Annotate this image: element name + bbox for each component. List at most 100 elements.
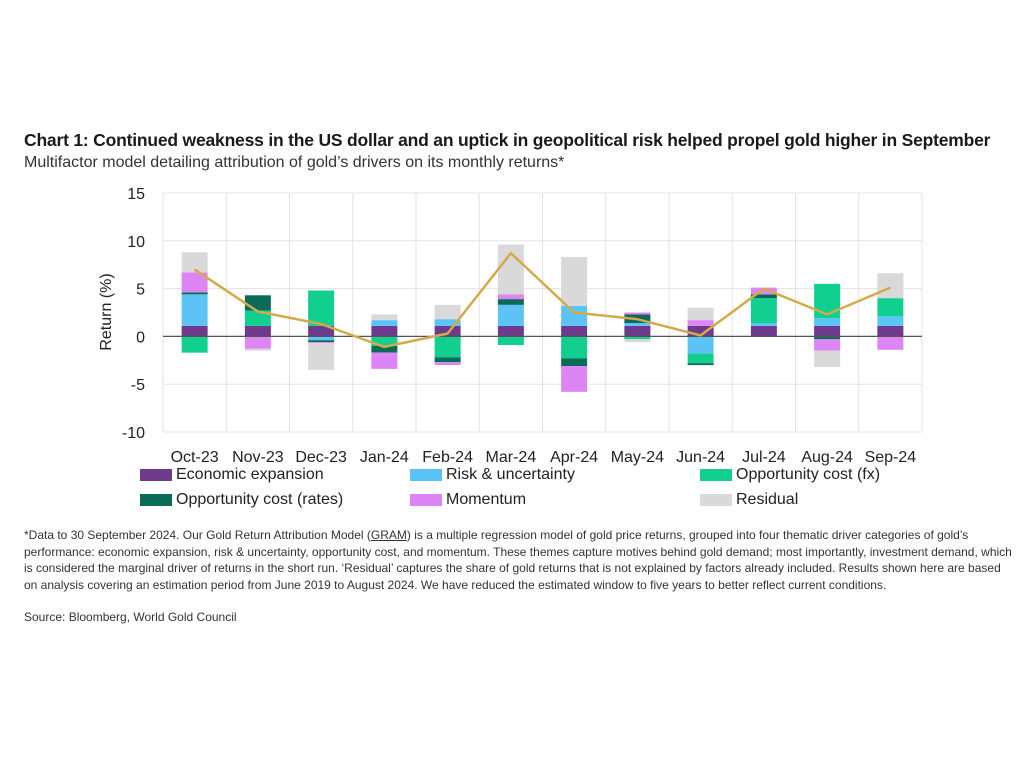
legend-item-economic-expansion: Economic expansion xyxy=(140,466,324,484)
bar-segment-residual xyxy=(814,350,841,367)
bar-segment-risk-uncertainty xyxy=(181,294,208,326)
bar-segment-risk-uncertainty xyxy=(371,320,398,326)
x-tick-label: Feb-24 xyxy=(422,449,473,466)
bar-segment-residual xyxy=(371,314,398,321)
bar-stack-may-24 xyxy=(624,312,651,343)
bar-stack-apr-24 xyxy=(561,257,588,392)
chart-subtitle: Multifactor model detailing attribution … xyxy=(24,154,565,171)
bar-stack-jun-24 xyxy=(687,307,714,366)
bar-stack-nov-23 xyxy=(244,295,271,351)
legend-swatch xyxy=(700,494,732,506)
y-tick-label: 15 xyxy=(127,186,145,203)
bar-stack-jul-24 xyxy=(750,287,777,337)
bar-segment-momentum xyxy=(497,294,524,300)
bar-segment-opportunity-cost-rates xyxy=(244,295,271,311)
legend-item-opportunity-cost-fx: Opportunity cost (fx) xyxy=(700,466,880,484)
x-tick-label: Mar-24 xyxy=(486,449,537,466)
bar-segment-residual xyxy=(877,273,904,299)
bar-segment-economic-expansion xyxy=(561,325,588,337)
bar-segment-residual xyxy=(308,343,335,370)
bar-stack-aug-24 xyxy=(814,283,841,367)
x-tick-label: Aug-24 xyxy=(801,449,853,466)
x-tick-label: Dec-23 xyxy=(295,449,347,466)
bar-segment-economic-expansion xyxy=(624,325,651,337)
bar-segment-opportunity-cost-fx xyxy=(561,336,588,359)
y-tick-label: -10 xyxy=(122,425,145,442)
legend-swatch xyxy=(140,494,172,506)
bar-segment-economic-expansion xyxy=(244,325,271,337)
bar-segment-opportunity-cost-rates xyxy=(497,299,524,305)
bar-segment-economic-expansion xyxy=(687,325,714,337)
x-tick-label: Jul-24 xyxy=(742,449,786,466)
bar-segment-risk-uncertainty xyxy=(497,304,524,326)
bar-segment-risk-uncertainty xyxy=(624,323,651,326)
legend-label: Opportunity cost (rates) xyxy=(176,491,344,508)
legend-label: Economic expansion xyxy=(176,466,324,483)
x-tick-label: Nov-23 xyxy=(232,449,284,466)
bar-segment-opportunity-cost-fx xyxy=(244,310,271,326)
footnote: *Data to 30 September 2024. Our Gold Ret… xyxy=(24,527,1014,593)
bar-segment-risk-uncertainty xyxy=(877,316,904,326)
bar-segment-opportunity-cost-fx xyxy=(181,336,208,353)
legend-label: Risk & uncertainty xyxy=(446,466,575,483)
bar-segment-momentum xyxy=(687,320,714,326)
x-tick-label: May-24 xyxy=(611,449,664,466)
gram-link[interactable]: GRAM xyxy=(370,528,407,542)
bar-segment-opportunity-cost-rates xyxy=(750,294,777,299)
bar-segment-opportunity-cost-rates xyxy=(687,363,714,366)
bar-segment-opportunity-cost-rates xyxy=(181,292,208,295)
chart-title: Chart 1: Continued weakness in the US do… xyxy=(24,130,991,150)
footnote-text: ) is a multiple regression model of gold… xyxy=(24,528,1012,592)
bar-segment-opportunity-cost-rates xyxy=(814,336,841,340)
bar-segment-risk-uncertainty xyxy=(561,305,588,326)
bar-segment-economic-expansion xyxy=(497,325,524,337)
bar-segment-opportunity-cost-fx xyxy=(371,336,398,346)
bar-segment-risk-uncertainty xyxy=(750,323,777,326)
y-tick-label: 0 xyxy=(136,329,145,346)
footnote-prefix: *Data to 30 September 2024. Our Gold Ret… xyxy=(24,528,371,542)
y-tick-label: 10 xyxy=(127,234,145,251)
bar-segment-momentum xyxy=(434,362,461,366)
bar-segment-residual xyxy=(181,252,208,273)
source-note: Source: Bloomberg, World Gold Council xyxy=(24,610,237,624)
bar-segment-momentum xyxy=(181,272,208,293)
legend-item-risk-uncertainty: Risk & uncertainty xyxy=(410,466,575,484)
bars xyxy=(181,244,904,392)
bar-segment-momentum xyxy=(561,366,588,392)
bar-segment-residual xyxy=(244,348,271,351)
legend-swatch xyxy=(700,469,732,481)
bar-segment-residual xyxy=(561,257,588,306)
bar-segment-economic-expansion xyxy=(308,325,335,337)
bar-segment-opportunity-cost-rates xyxy=(308,340,335,343)
gold-return-line xyxy=(193,251,891,349)
x-tick-label: Apr-24 xyxy=(550,449,598,466)
bar-segment-opportunity-cost-fx xyxy=(434,336,461,358)
bar-segment-opportunity-cost-rates xyxy=(371,345,398,353)
legend-swatch xyxy=(140,469,172,481)
bar-segment-economic-expansion xyxy=(434,325,461,337)
bar-segment-opportunity-cost-fx xyxy=(624,336,651,340)
x-tick-labels: Oct-23 Nov-23 Dec-23 Jan-24 Feb-24 Mar-24 Apr-… xyxy=(171,449,917,466)
bar-segment-opportunity-cost-fx xyxy=(497,336,524,346)
y-tick-labels: 15 10 5 0 -5 -10 xyxy=(122,186,145,442)
bar-segment-momentum xyxy=(624,312,651,315)
y-axis-label: Return (%) xyxy=(98,273,115,350)
bar-segment-risk-uncertainty xyxy=(308,336,335,341)
bar-segment-opportunity-cost-fx xyxy=(750,298,777,324)
bar-stack-sep-24 xyxy=(877,273,904,350)
bar-stack-feb-24 xyxy=(434,304,461,366)
bar-segment-economic-expansion xyxy=(181,325,208,337)
bar-segment-opportunity-cost-fx xyxy=(687,353,714,364)
legend-label: Opportunity cost (fx) xyxy=(736,466,881,483)
bar-segment-momentum xyxy=(750,287,777,295)
x-tick-label: Oct-23 xyxy=(171,449,219,466)
legend-item-opportunity-cost-rates: Opportunity cost (rates) xyxy=(140,491,343,509)
bar-segment-opportunity-cost-fx xyxy=(877,298,904,317)
bar-segment-residual xyxy=(687,307,714,321)
bar-stack-oct-23 xyxy=(181,252,208,353)
legend-label: Residual xyxy=(736,491,799,508)
bar-stack-jan-24 xyxy=(371,314,398,369)
y-tick-label: 5 xyxy=(136,282,145,299)
bar-segment-momentum xyxy=(244,336,271,349)
bar-segment-residual xyxy=(624,339,651,343)
